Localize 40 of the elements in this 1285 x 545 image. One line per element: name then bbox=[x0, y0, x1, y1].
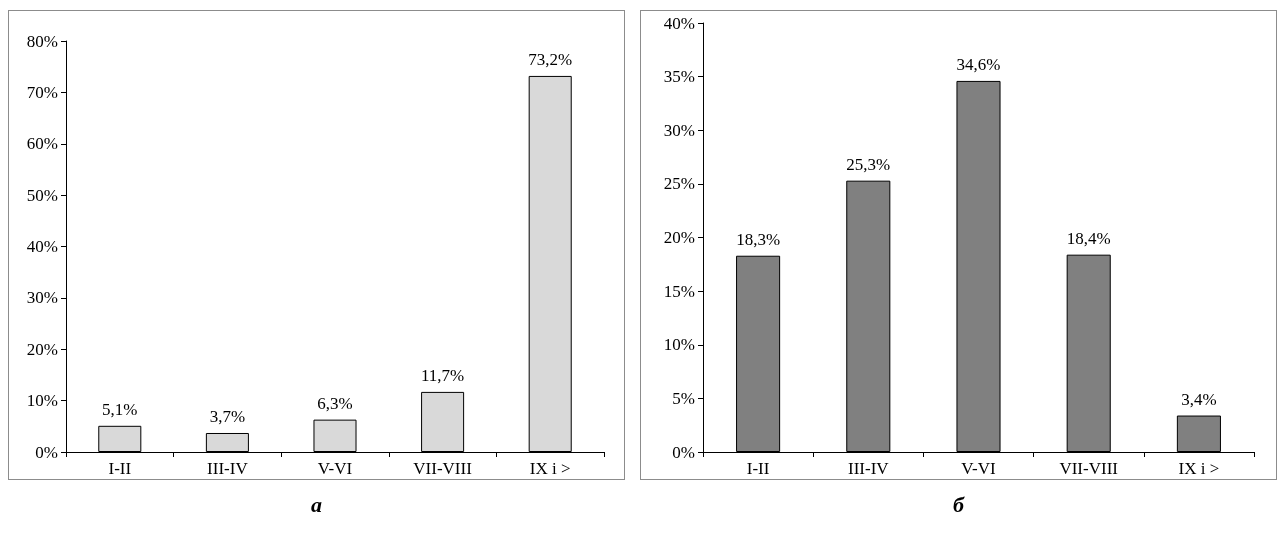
x-tick-label: IX і > bbox=[1178, 459, 1220, 478]
y-tick-label: 15% bbox=[663, 281, 695, 301]
data-label: 3,7% bbox=[209, 406, 246, 426]
x-tick-label: I-II bbox=[108, 459, 132, 478]
y-tick-label: 25% bbox=[663, 174, 695, 194]
y-tick-label: 10% bbox=[26, 391, 58, 411]
x-tick-label: III-IV bbox=[207, 459, 249, 478]
y-tick-label: 5% bbox=[672, 388, 695, 408]
x-tick-label: V-VI bbox=[961, 459, 996, 478]
text: а bbox=[310, 492, 323, 518]
x-tick-label: VII-VIII bbox=[413, 459, 473, 478]
data-label: 18,3% bbox=[736, 229, 781, 249]
x-tick-label: VII-VIII bbox=[1059, 459, 1119, 478]
x-tick-label: IX і > bbox=[529, 459, 571, 478]
data-label: 11,7% bbox=[420, 365, 465, 385]
y-tick-label: 40% bbox=[26, 237, 58, 256]
y-tick-label: 30% bbox=[26, 288, 58, 308]
y-tick-label: 35% bbox=[663, 67, 695, 87]
x-tick-label: V-VI bbox=[317, 459, 353, 478]
y-tick-label: 50% bbox=[26, 185, 58, 205]
text: б bbox=[952, 492, 966, 518]
y-tick-label: 70% bbox=[26, 82, 58, 102]
data-label: 18,4% bbox=[1066, 228, 1111, 248]
data-label: 6,3% bbox=[317, 393, 353, 413]
y-tick-label: 0% bbox=[35, 442, 58, 462]
data-label: 73,2% bbox=[528, 49, 573, 69]
y-tick-label: 20% bbox=[26, 339, 58, 359]
x-tick-label: I-II bbox=[746, 459, 770, 478]
y-tick-label: 80% bbox=[26, 31, 58, 51]
data-label: 5,1% bbox=[102, 399, 138, 419]
y-tick-label: 60% bbox=[26, 134, 58, 154]
x-tick-label: III-IV bbox=[848, 459, 890, 478]
data-label: 3,4% bbox=[1181, 389, 1217, 409]
data-label: 34,6% bbox=[956, 54, 1001, 74]
y-tick-label: 10% bbox=[663, 335, 695, 355]
data-label: 25,3% bbox=[846, 154, 891, 174]
y-tick-label: 0% bbox=[672, 442, 695, 462]
y-tick-label: 20% bbox=[663, 228, 695, 247]
y-tick-label: 40% bbox=[663, 13, 695, 33]
y-tick-label: 30% bbox=[663, 120, 695, 140]
